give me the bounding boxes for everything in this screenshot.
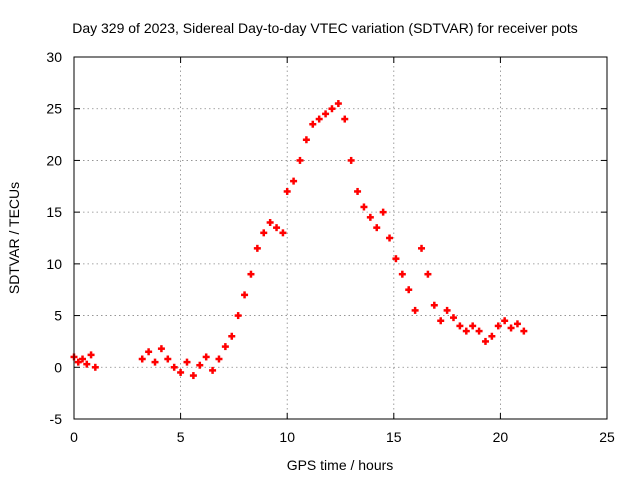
- data-point: [469, 322, 477, 330]
- y-axis-label: SDTVAR / TECUs: [6, 182, 22, 294]
- data-point: [302, 136, 310, 144]
- data-point: [513, 320, 521, 328]
- y-tick-label: 25: [46, 101, 62, 117]
- data-point: [145, 348, 153, 356]
- data-point: [481, 337, 489, 345]
- data-point: [456, 322, 464, 330]
- data-point: [501, 317, 509, 325]
- data-point: [221, 343, 229, 351]
- y-tick-label: 15: [46, 204, 62, 220]
- data-point: [379, 208, 387, 216]
- data-point: [83, 360, 91, 368]
- data-point: [290, 177, 298, 185]
- y-tick-label: 20: [46, 152, 62, 168]
- y-tick-label: 10: [46, 256, 62, 272]
- y-tick-label: 30: [46, 49, 62, 65]
- data-point: [354, 187, 362, 195]
- data-point: [328, 105, 336, 113]
- data-point: [341, 115, 349, 123]
- data-point: [386, 234, 394, 242]
- data-point: [202, 353, 210, 361]
- data-point: [507, 324, 515, 332]
- data-point: [157, 345, 165, 353]
- x-tick-label: 10: [279, 429, 295, 445]
- data-point: [309, 120, 317, 128]
- x-axis-label: GPS time / hours: [287, 457, 394, 473]
- data-point: [443, 306, 451, 314]
- data-point: [430, 301, 438, 309]
- data-point: [215, 355, 223, 363]
- data-point: [366, 213, 374, 221]
- data-point: [164, 355, 172, 363]
- data-points: [70, 100, 528, 380]
- x-tick-label: 5: [177, 429, 185, 445]
- data-point: [260, 229, 268, 237]
- data-point: [196, 361, 204, 369]
- data-point: [449, 314, 457, 322]
- data-point: [91, 363, 99, 371]
- y-tick-label: -5: [50, 411, 63, 427]
- data-point: [296, 156, 304, 164]
- data-point: [437, 317, 445, 325]
- x-tick-label: 15: [386, 429, 402, 445]
- data-point: [418, 244, 426, 252]
- data-point: [475, 327, 483, 335]
- data-point: [462, 327, 470, 335]
- chart-title: Day 329 of 2023, Sidereal Day-to-day VTE…: [72, 20, 578, 36]
- data-point: [209, 366, 217, 374]
- data-point: [273, 224, 281, 232]
- grid-lines: [74, 57, 607, 419]
- data-point: [520, 327, 528, 335]
- data-point: [488, 332, 496, 340]
- data-point: [398, 270, 406, 278]
- x-tick-label: 20: [493, 429, 509, 445]
- data-point: [279, 229, 287, 237]
- data-point: [189, 372, 197, 380]
- data-point: [392, 255, 400, 263]
- y-tick-label: 5: [54, 308, 62, 324]
- data-point: [74, 358, 82, 366]
- data-point: [241, 291, 249, 299]
- x-tick-label: 25: [599, 429, 615, 445]
- data-point: [283, 187, 291, 195]
- data-point: [177, 368, 185, 376]
- data-point: [87, 351, 95, 359]
- data-point: [151, 358, 159, 366]
- plot-frame: [73, 56, 608, 420]
- data-point: [347, 156, 355, 164]
- data-point: [373, 224, 381, 232]
- data-point: [424, 270, 432, 278]
- data-point: [234, 312, 242, 320]
- data-point: [253, 244, 261, 252]
- x-tick-label: 0: [70, 429, 78, 445]
- data-point: [334, 100, 342, 108]
- data-point: [411, 306, 419, 314]
- data-point: [266, 218, 274, 226]
- data-point: [360, 203, 368, 211]
- y-tick-label: 0: [54, 359, 62, 375]
- data-point: [315, 115, 323, 123]
- data-point: [405, 286, 413, 294]
- data-point: [322, 110, 330, 118]
- data-point: [79, 355, 87, 363]
- data-point: [170, 363, 178, 371]
- data-point: [247, 270, 255, 278]
- data-point: [138, 355, 146, 363]
- data-point: [183, 358, 191, 366]
- data-point: [228, 332, 236, 340]
- data-point: [494, 322, 502, 330]
- axis-ticks: 0 5 10 15 20 25 -5 0 5 10 15 20 25 30: [46, 49, 615, 445]
